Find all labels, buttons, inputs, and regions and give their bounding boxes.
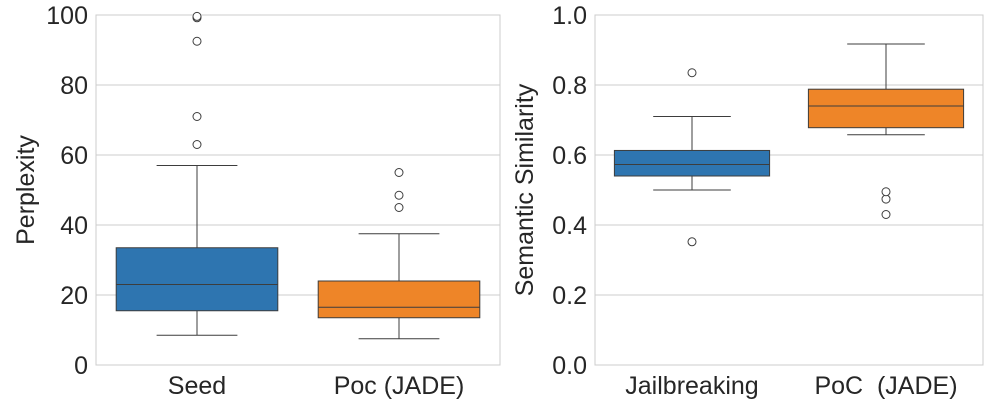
y-tick-label: 0.8: [552, 72, 587, 100]
x-tick-label: Jailbreaking: [625, 372, 758, 400]
outlier-point: [192, 140, 202, 149]
perplexity-panel: 0 20 40 60 80 100 Perplexity Seed Poc (JADE): [12, 2, 501, 400]
y-tick-label: 1.0: [552, 2, 587, 30]
y-tick-label: 0.0: [552, 352, 587, 380]
iqr-box: [807, 88, 965, 129]
outlier-point: [881, 187, 891, 197]
outlier-point: [394, 190, 404, 200]
y-tick-label: 0: [74, 352, 88, 380]
x-tick-label: Poc (JADE): [334, 372, 465, 400]
iqr-box: [317, 280, 481, 319]
outlier-point: [394, 203, 404, 212]
x-tick-label: PoC (JADE): [814, 372, 957, 400]
outlier-point: [881, 194, 891, 204]
y-axis-label: Semantic Similarity: [511, 83, 539, 296]
outlier-point: [687, 237, 697, 247]
semantic-similarity-panel: 0.0 0.2 0.4 0.6 0.8 1.0 Semantic Similarity Jai…: [511, 2, 984, 400]
outlier-point: [687, 68, 697, 78]
plot-frame: [95, 14, 501, 366]
outlier-point: [192, 11, 202, 21]
y-tick-label: 100: [46, 2, 88, 30]
plot-frame: [594, 14, 984, 366]
y-tick-label: 80: [60, 72, 88, 100]
box-seed: [115, 11, 279, 336]
outlier-point: [394, 168, 404, 177]
box-poc-jade: [317, 168, 481, 340]
box-poc-jade: [807, 43, 965, 219]
box-jailbreaking: [613, 68, 771, 247]
iqr-box: [613, 149, 771, 177]
iqr-box: [115, 247, 279, 312]
y-tick-label: 0.4: [552, 212, 587, 240]
y-tick-label: 40: [60, 212, 88, 240]
outlier-point: [192, 112, 202, 121]
y-tick-label: 0.2: [552, 282, 587, 310]
x-tick-label: Seed: [168, 372, 226, 400]
y-tick-label: 60: [60, 142, 88, 170]
y-axis-label: Perplexity: [12, 135, 40, 245]
outlier-point: [881, 210, 891, 219]
outlier-point: [192, 36, 202, 46]
y-tick-label: 20: [60, 282, 88, 310]
y-tick-label: 0.6: [552, 142, 587, 170]
